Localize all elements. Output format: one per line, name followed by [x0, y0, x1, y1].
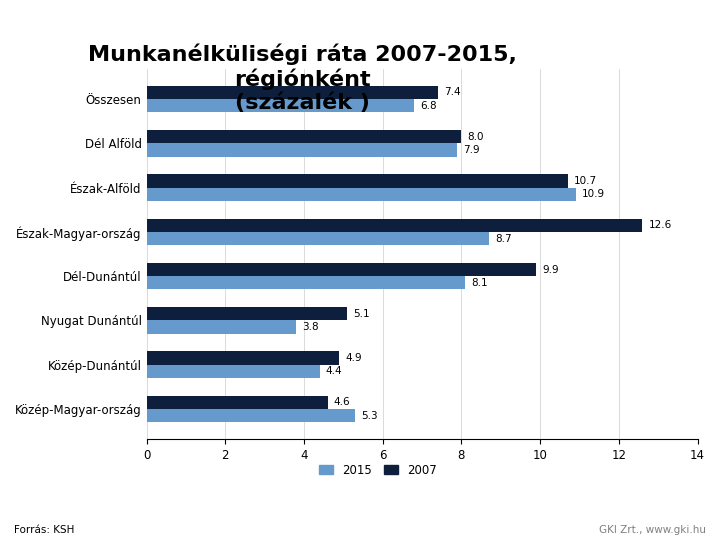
Text: 7.9: 7.9 — [464, 145, 480, 155]
Text: GKI Zrt., www.gki.hu: GKI Zrt., www.gki.hu — [598, 524, 706, 535]
Bar — [147, 130, 462, 143]
Text: 3.8: 3.8 — [302, 322, 319, 332]
Text: 8.7: 8.7 — [495, 233, 511, 244]
Text: 8.1: 8.1 — [472, 278, 488, 288]
Text: 5.3: 5.3 — [361, 410, 378, 421]
Bar — [147, 409, 355, 422]
Legend: 2015, 2007: 2015, 2007 — [314, 459, 442, 481]
Text: 4.4: 4.4 — [325, 366, 342, 376]
Text: Forrás: KSH: Forrás: KSH — [14, 524, 75, 535]
Bar — [147, 276, 465, 289]
Text: 9.9: 9.9 — [542, 265, 559, 274]
Bar — [147, 143, 457, 157]
Bar — [147, 174, 567, 187]
Bar — [147, 320, 296, 334]
Bar — [147, 219, 642, 232]
Text: 12.6: 12.6 — [648, 220, 672, 230]
Text: 5.1: 5.1 — [354, 309, 370, 319]
Bar — [147, 187, 575, 201]
Bar — [147, 86, 438, 99]
Text: 8.0: 8.0 — [467, 132, 484, 141]
Text: 10.7: 10.7 — [574, 176, 597, 186]
Bar — [147, 263, 536, 276]
Bar — [147, 99, 414, 112]
Text: Munkanélküliségi ráta 2007-2015,
régiónként
(százalék ): Munkanélküliségi ráta 2007-2015, régiónk… — [88, 43, 517, 113]
Bar — [147, 232, 489, 245]
Text: 4.6: 4.6 — [333, 397, 350, 407]
Bar — [147, 307, 347, 320]
Bar — [147, 352, 339, 365]
Bar — [147, 364, 320, 378]
Text: 10.9: 10.9 — [582, 189, 605, 199]
Text: 7.4: 7.4 — [444, 87, 460, 97]
Text: 4.9: 4.9 — [346, 353, 362, 363]
Bar — [147, 396, 328, 409]
Text: 6.8: 6.8 — [420, 101, 437, 111]
